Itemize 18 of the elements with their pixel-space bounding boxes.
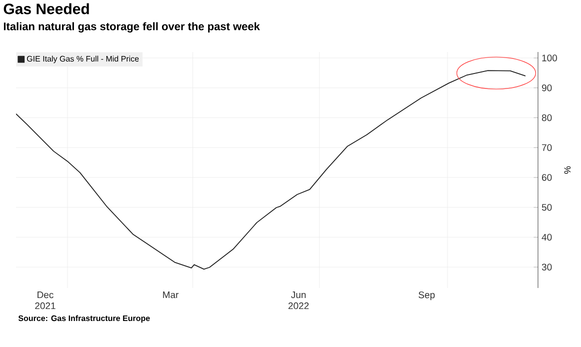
y-tick-label: 70 — [542, 144, 552, 151]
y-axis-title: % — [564, 166, 571, 174]
x-tick-label: Dec 2021 — [35, 292, 56, 310]
y-tick-label: 40 — [542, 234, 552, 241]
y-tick-label: 80 — [542, 114, 552, 122]
source-note: Source: Gas Infrastructure Europe — [18, 315, 150, 323]
y-tick-label: 90 — [542, 84, 552, 92]
line-series — [16, 70, 526, 270]
legend-label: GIE Italy Gas % Full - Mid Price — [27, 56, 139, 64]
y-tick-label: 30 — [542, 264, 552, 270]
chart-subtitle: Italian natural gas storage fell over the past week — [4, 22, 260, 32]
y-tick-label: 100 — [542, 54, 558, 62]
x-tick-label: Sep — [418, 292, 435, 300]
x-tick-label: Jun 2022 — [288, 292, 309, 310]
x-tick-label: Mar — [163, 292, 179, 298]
chart-title: Gas Needed — [4, 3, 89, 14]
y-tick-label: 60 — [542, 174, 552, 181]
y-tick-label: 50 — [542, 204, 552, 211]
